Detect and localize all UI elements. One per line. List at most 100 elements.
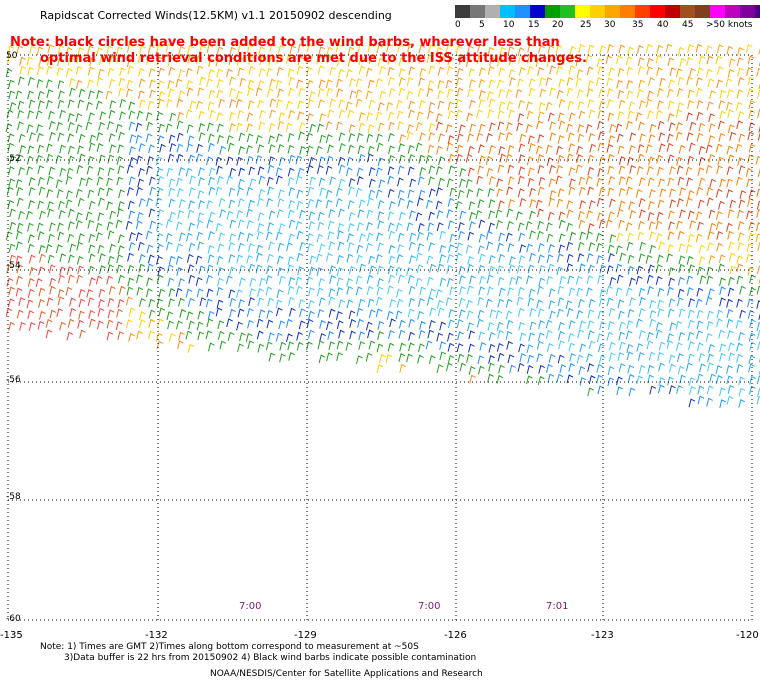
wind-barb xyxy=(167,56,175,66)
wind-barb xyxy=(417,354,424,364)
wind-barb xyxy=(107,167,115,177)
wind-barb xyxy=(757,131,760,141)
wind-barb xyxy=(478,286,486,296)
wind-barb xyxy=(579,200,586,210)
wind-barb xyxy=(289,45,297,54)
wind-barb xyxy=(519,332,527,342)
wind-barb xyxy=(609,276,617,286)
wind-barb xyxy=(618,44,626,54)
wind-barb xyxy=(197,241,204,251)
wind-barb xyxy=(418,329,426,339)
wind-barb xyxy=(617,299,625,309)
wind-barb xyxy=(696,132,704,142)
wind-barb xyxy=(477,296,485,306)
wind-barb xyxy=(17,100,25,110)
wind-barb xyxy=(27,110,34,120)
wind-barb xyxy=(357,145,365,154)
wind-barb xyxy=(239,277,246,287)
wind-barb xyxy=(748,332,756,342)
wind-barb xyxy=(316,164,324,174)
wind-barb xyxy=(398,143,405,152)
wind-barb xyxy=(718,329,725,339)
wind-barb xyxy=(346,233,354,243)
wind-barb xyxy=(546,275,553,285)
wind-barb xyxy=(436,299,444,309)
wind-barb xyxy=(446,178,454,188)
wind-barb xyxy=(99,111,107,121)
wind-barb xyxy=(576,145,583,155)
wind-barb xyxy=(309,176,317,186)
wind-barb xyxy=(348,310,356,320)
wind-barb xyxy=(8,90,16,100)
wind-barb xyxy=(366,197,374,207)
wind-barb xyxy=(288,276,296,286)
wind-barb xyxy=(439,230,447,240)
wind-barb xyxy=(477,309,485,319)
wind-barb xyxy=(288,307,296,317)
wind-barb xyxy=(519,352,527,362)
wind-barb xyxy=(496,374,504,384)
wind-barb xyxy=(216,299,224,309)
wind-barb xyxy=(297,100,305,110)
wind-barb xyxy=(427,222,435,232)
wind-barb xyxy=(578,219,586,229)
wind-barb xyxy=(19,144,27,154)
wind-barb xyxy=(377,277,384,287)
wind-barb xyxy=(528,288,536,298)
wind-barb xyxy=(635,275,643,285)
wind-barb xyxy=(316,253,323,263)
wind-barb xyxy=(338,329,345,339)
wind-barb xyxy=(588,375,596,385)
wind-barb xyxy=(358,341,366,350)
wind-barb xyxy=(687,309,695,319)
wind-barb xyxy=(507,243,515,252)
wind-barb xyxy=(527,43,534,53)
wind-barb xyxy=(336,88,343,98)
wind-barb xyxy=(606,265,614,274)
wind-barb xyxy=(76,274,83,284)
wind-barb xyxy=(676,198,684,207)
wind-barb xyxy=(267,164,275,174)
wind-barb xyxy=(556,308,564,318)
wind-barb xyxy=(355,77,363,87)
wind-barb xyxy=(509,364,516,374)
wind-barb xyxy=(368,309,376,319)
wind-barb xyxy=(608,175,615,185)
wind-barb xyxy=(306,113,314,122)
wind-barb xyxy=(507,287,514,296)
wind-barb xyxy=(197,87,204,97)
wind-barb xyxy=(37,144,45,154)
wind-barb xyxy=(558,219,566,229)
wind-barb xyxy=(618,321,626,331)
wind-barb xyxy=(38,58,46,67)
wind-barb xyxy=(367,298,375,308)
wind-barb xyxy=(689,121,697,131)
wind-barb xyxy=(215,156,223,166)
wind-barb xyxy=(397,232,405,242)
wind-barb xyxy=(578,366,586,375)
wind-barb xyxy=(667,210,675,220)
wind-barb xyxy=(356,254,364,264)
wind-barb xyxy=(678,144,686,154)
wind-barb xyxy=(615,287,623,297)
wind-barb xyxy=(458,265,466,275)
wind-barb xyxy=(556,145,563,155)
wind-barb xyxy=(658,143,666,153)
wind-barb xyxy=(586,66,594,76)
wind-barb xyxy=(747,154,754,164)
wind-barb xyxy=(476,132,484,142)
wind-barb xyxy=(156,274,164,284)
wind-barb xyxy=(336,287,344,296)
wind-barb xyxy=(587,320,595,330)
wind-barb xyxy=(27,243,35,253)
wind-barb xyxy=(498,253,505,263)
wind-barb xyxy=(79,177,86,187)
wind-barb xyxy=(387,285,394,295)
wind-barb xyxy=(526,243,533,253)
wind-barb xyxy=(425,340,433,350)
wind-barb xyxy=(268,332,275,342)
wind-barb xyxy=(255,264,263,274)
wind-barb xyxy=(477,199,485,208)
wind-barb xyxy=(318,354,326,364)
wind-barb xyxy=(387,265,395,275)
